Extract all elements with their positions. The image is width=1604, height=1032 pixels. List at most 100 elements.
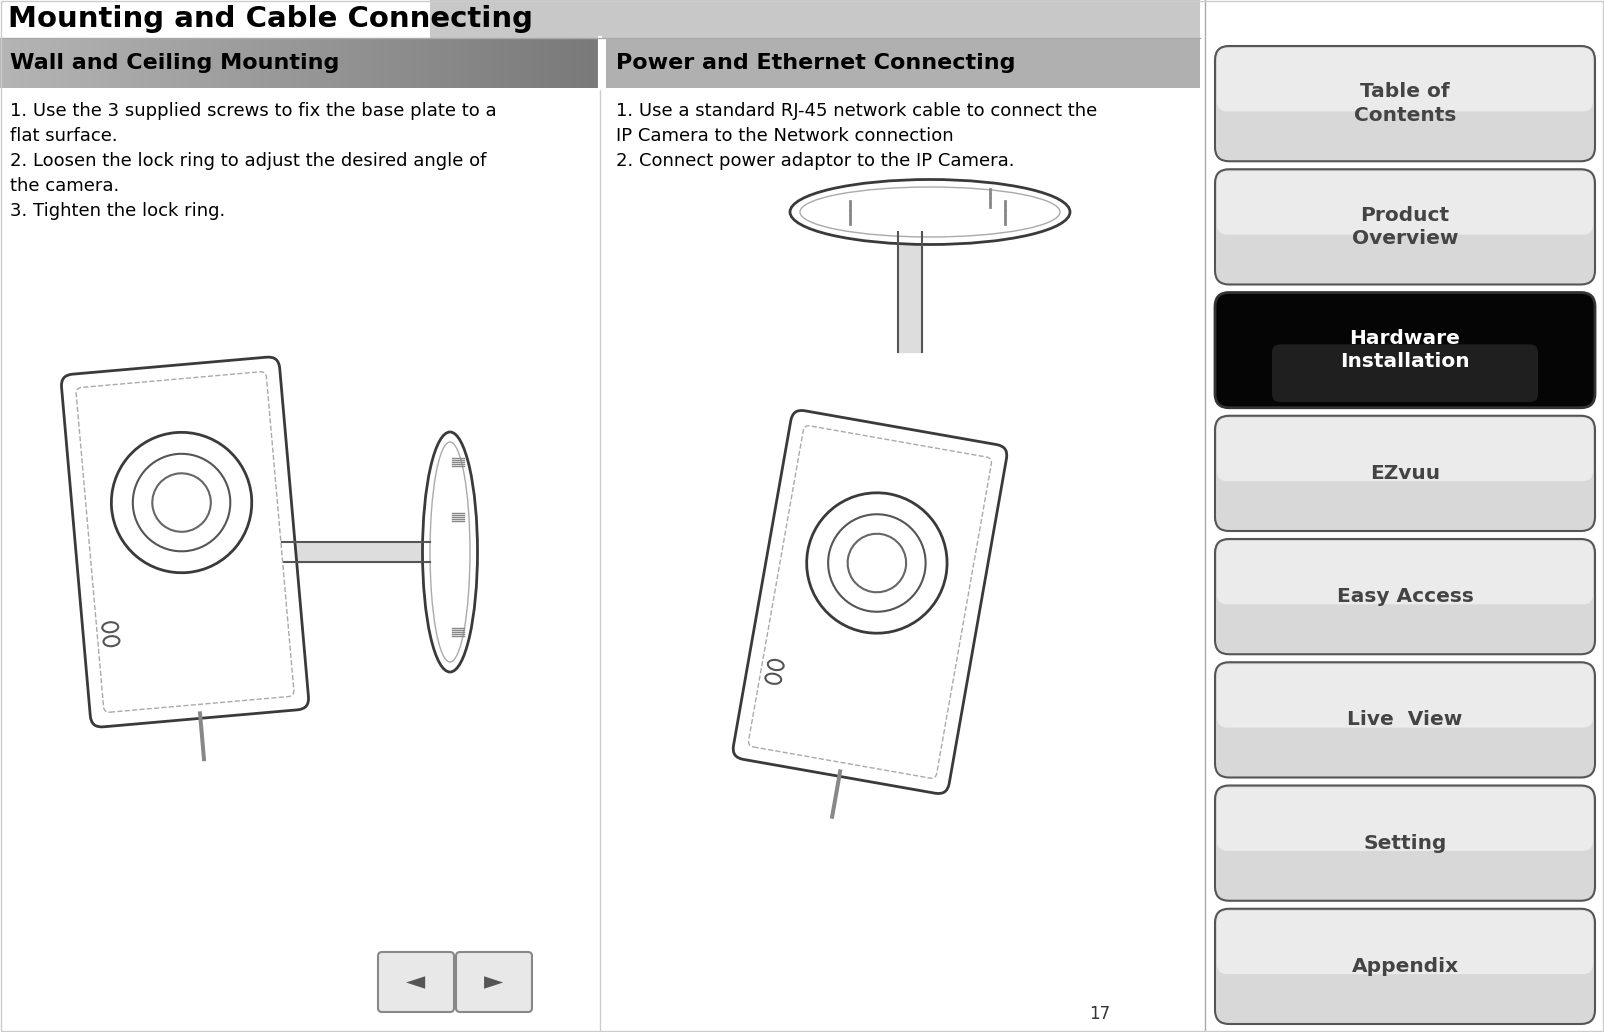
Bar [151, 38, 160, 88]
Bar [470, 38, 481, 88]
Bar [390, 38, 401, 88]
Bar [590, 38, 602, 88]
Ellipse shape [103, 622, 119, 633]
Bar [550, 38, 561, 88]
Bar [180, 38, 191, 88]
Bar [200, 38, 212, 88]
Bar [430, 38, 441, 88]
Ellipse shape [104, 636, 119, 646]
Bar [19, 38, 30, 88]
Bar [371, 38, 382, 88]
Text: flat surface.: flat surface. [10, 127, 117, 146]
Bar [170, 38, 181, 88]
Text: Wall and Ceiling Mounting: Wall and Ceiling Mounting [10, 53, 340, 73]
Text: 2. Connect power adaptor to the IP Camera.: 2. Connect power adaptor to the IP Camer… [616, 152, 1014, 170]
FancyBboxPatch shape [1214, 292, 1594, 408]
Bar [411, 38, 420, 88]
FancyBboxPatch shape [1217, 665, 1593, 728]
Bar [480, 38, 491, 88]
Ellipse shape [847, 534, 906, 592]
Bar [50, 38, 61, 88]
FancyBboxPatch shape [749, 426, 991, 778]
Bar [160, 38, 172, 88]
FancyBboxPatch shape [1217, 171, 1593, 234]
FancyBboxPatch shape [456, 952, 533, 1012]
Text: Hardware
Installation: Hardware Installation [1341, 329, 1469, 372]
Bar [210, 38, 221, 88]
Bar [529, 38, 541, 88]
FancyBboxPatch shape [1214, 663, 1594, 777]
Text: IP Camera to the Network connection: IP Camera to the Network connection [616, 127, 954, 146]
Bar [250, 38, 261, 88]
FancyBboxPatch shape [61, 357, 308, 727]
Ellipse shape [807, 493, 946, 634]
Ellipse shape [828, 514, 926, 612]
Bar [520, 38, 531, 88]
Text: Appendix: Appendix [1352, 957, 1458, 976]
Text: 1. Use the 3 supplied screws to fix the base plate to a: 1. Use the 3 supplied screws to fix the … [10, 102, 497, 120]
Ellipse shape [765, 674, 781, 684]
Ellipse shape [133, 454, 231, 551]
Ellipse shape [768, 659, 784, 670]
Bar [460, 38, 472, 88]
Text: Product
Overview: Product Overview [1352, 205, 1458, 248]
FancyBboxPatch shape [1214, 539, 1594, 654]
Text: Table of
Contents: Table of Contents [1354, 83, 1456, 125]
FancyBboxPatch shape [379, 952, 454, 1012]
Bar [290, 38, 302, 88]
FancyBboxPatch shape [75, 372, 294, 712]
Bar [281, 38, 290, 88]
Text: Setting: Setting [1363, 834, 1447, 852]
Bar [321, 38, 330, 88]
Bar [10, 38, 21, 88]
Bar [90, 38, 101, 88]
Bar [0, 38, 11, 88]
Bar [489, 38, 500, 88]
Bar [59, 38, 71, 88]
Bar [99, 38, 111, 88]
Text: 17: 17 [1089, 1005, 1110, 1023]
Bar [430, 0, 1200, 38]
Bar [140, 38, 151, 88]
Ellipse shape [152, 474, 210, 531]
FancyBboxPatch shape [1217, 911, 1593, 974]
FancyBboxPatch shape [1214, 46, 1594, 161]
Ellipse shape [800, 187, 1060, 237]
FancyArrow shape [197, 711, 207, 762]
Bar [380, 38, 391, 88]
Bar [420, 38, 431, 88]
Text: ►: ► [484, 970, 504, 994]
FancyArrow shape [829, 769, 842, 819]
FancyBboxPatch shape [733, 411, 1007, 794]
FancyBboxPatch shape [1217, 49, 1593, 111]
Bar [606, 38, 1200, 88]
Ellipse shape [422, 432, 478, 672]
Bar [80, 38, 91, 88]
Text: Power and Ethernet Connecting: Power and Ethernet Connecting [616, 53, 1015, 73]
Bar [241, 38, 250, 88]
Ellipse shape [791, 180, 1070, 245]
Text: Live  View: Live View [1347, 710, 1463, 730]
Bar [30, 38, 42, 88]
Bar [229, 38, 241, 88]
Bar [510, 38, 521, 88]
FancyBboxPatch shape [1214, 416, 1594, 531]
Bar [260, 38, 271, 88]
Bar [220, 38, 231, 88]
FancyBboxPatch shape [1272, 345, 1538, 402]
Bar [541, 38, 552, 88]
Bar [120, 38, 132, 88]
Bar [40, 38, 51, 88]
Bar [439, 38, 451, 88]
FancyBboxPatch shape [1217, 418, 1593, 481]
Bar [560, 38, 571, 88]
Bar [269, 38, 281, 88]
Text: Mounting and Cable Connecting: Mounting and Cable Connecting [8, 5, 533, 33]
Text: EZvuu: EZvuu [1370, 463, 1440, 483]
FancyBboxPatch shape [1214, 169, 1594, 285]
Text: 2. Loosen the lock ring to adjust the desired angle of: 2. Loosen the lock ring to adjust the de… [10, 152, 486, 170]
Bar [111, 38, 120, 88]
FancyBboxPatch shape [1217, 787, 1593, 851]
Text: 3. Tighten the lock ring.: 3. Tighten the lock ring. [10, 202, 225, 220]
Text: the camera.: the camera. [10, 178, 119, 195]
